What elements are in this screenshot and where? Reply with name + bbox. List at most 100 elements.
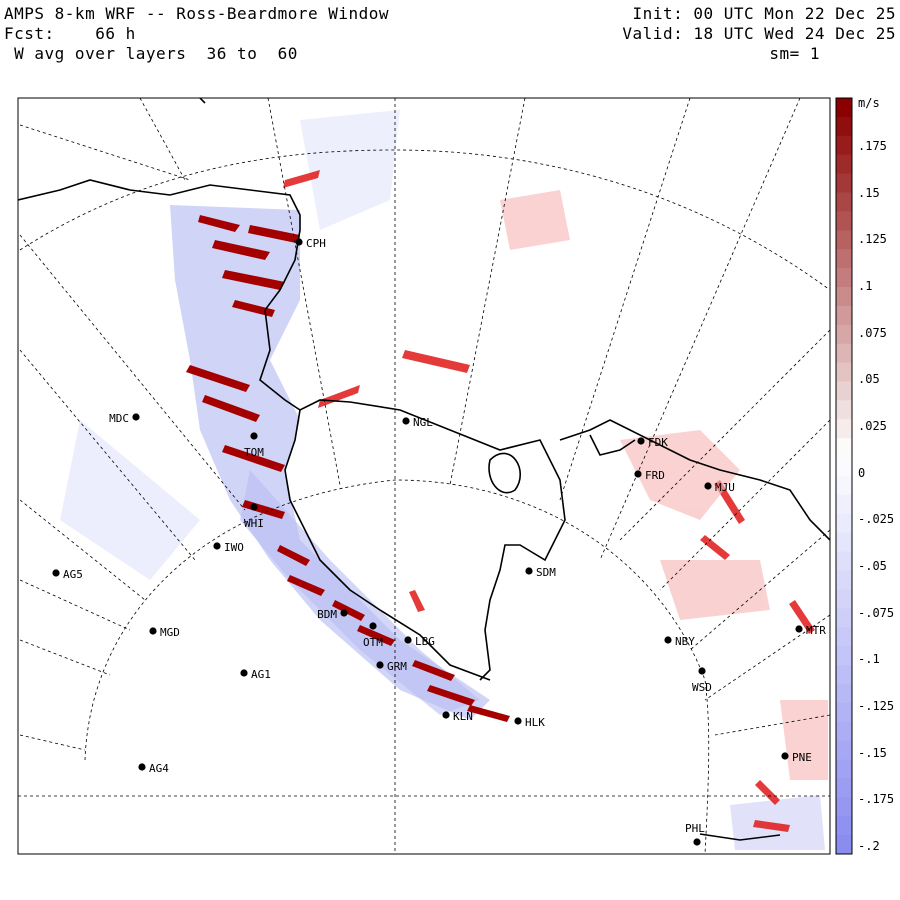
station-marker [693,838,701,846]
colorbar-swatch [836,400,852,420]
station-label: WSD [692,681,712,694]
colorbar-swatch [836,532,852,553]
station-marker [132,413,140,421]
colorbar-swatch [836,759,852,779]
colorbar-tick-label: .05 [858,372,880,387]
colorbar-tick-label: -.2 [858,839,880,853]
station-marker [404,636,412,644]
colorbar-swatch [836,570,852,590]
colorbar-swatch [836,721,852,742]
station-marker [781,752,789,760]
valid-time: Valid: 18 UTC Wed 24 Dec 25 [622,24,896,43]
station-marker [402,417,410,425]
station-label: MJU [715,481,735,494]
colorbar-swatch [836,211,852,231]
station-label: CPH [306,237,326,250]
station-label: TOM [244,446,264,459]
station-label: HLK [525,716,545,729]
station-marker [250,432,258,440]
layer-description: W avg over layers 36 to 60 [4,44,298,63]
colorbar-tick-label: .1 [858,279,873,293]
colorbar-swatch [836,457,852,477]
map-title: AMPS 8-km WRF -- Ross-Beardmore Window [4,4,390,23]
colorbar-tick-label: .125 [858,232,887,247]
colorbar-swatch [836,135,852,156]
colorbar-swatch [836,627,852,647]
colorbar-tick-label: -.125 [858,699,895,713]
station-label: WHI [244,517,264,530]
colorbar-tick-label: .075 [858,325,887,340]
station-label: PHL [685,822,705,835]
colorbar [835,97,853,855]
colorbar-swatch [836,362,852,382]
colorbar-swatch [836,98,852,118]
colorbar-swatch [836,589,852,609]
colorbar-tick-label: -.075 [858,605,895,620]
station-marker [138,763,146,771]
station-marker [634,470,642,478]
colorbar-swatch [836,116,852,137]
colorbar-swatch [836,513,852,534]
colorbar-swatch [836,494,852,515]
station-marker [664,636,672,644]
station-label: KLN [453,710,473,723]
colorbar-swatch [836,835,852,855]
colorbar-tick-label: .025 [858,419,887,433]
lat-lon-grid [18,98,830,854]
station-label: MGD [160,626,180,639]
station-marker [250,503,258,511]
station-label: SDM [536,566,556,579]
station-label: NGL [413,416,433,429]
station-label: AG5 [63,568,83,581]
station-label: FRD [645,469,665,482]
colorbar-swatch [836,797,852,817]
colorbar-swatch [836,230,852,250]
colorbar-swatch [836,173,852,193]
colorbar-unit: m/s [858,96,880,110]
station-label: IWO [224,541,244,554]
station-marker [637,437,645,445]
colorbar-swatch [836,438,852,458]
colorbar-tick-label: 0 [858,465,866,480]
colorbar-swatch [836,192,852,212]
station-label: PNE [792,751,812,764]
station-marker [514,717,522,725]
colorbar-swatch [836,816,852,836]
station-label: MDC [109,412,129,425]
colorbar-swatch [836,324,852,345]
station-marker [442,711,450,719]
colorbar-swatch [836,683,852,704]
station-label: OTM [363,636,383,649]
station-marker [525,567,533,575]
colorbar-swatch [836,249,852,269]
station-marker [149,627,157,635]
station-marker [369,622,377,630]
map-frame [17,97,831,855]
colorbar-tick-label: -.1 [858,652,880,667]
colorbar-swatch [836,154,852,175]
colorbar-swatch [836,608,852,628]
colorbar-swatch [836,476,852,496]
station-marker [698,667,706,675]
station-marker [295,238,303,246]
colorbar-swatch [836,646,852,666]
colorbar-swatch [836,740,852,760]
station-label: NBY [675,635,695,648]
colorbar-swatch [836,702,852,723]
station-label: FDK [648,436,668,449]
colorbar-swatch [836,419,852,439]
station-marker [240,669,248,677]
colorbar-frame [835,97,853,855]
station-label: MTR [806,624,826,637]
colorbar-swatch [836,778,852,798]
station-marker [795,625,803,633]
colorbar-tick-label: .175 [858,139,887,153]
station-label: AG1 [251,668,271,681]
colorbar-tick-label: -.025 [858,512,895,527]
colorbar-swatch [836,305,852,326]
colorbar-swatch [836,381,852,401]
coastline [18,98,830,841]
forecast-hour: Fcst: 66 h [4,24,136,43]
station-marker [704,482,712,490]
